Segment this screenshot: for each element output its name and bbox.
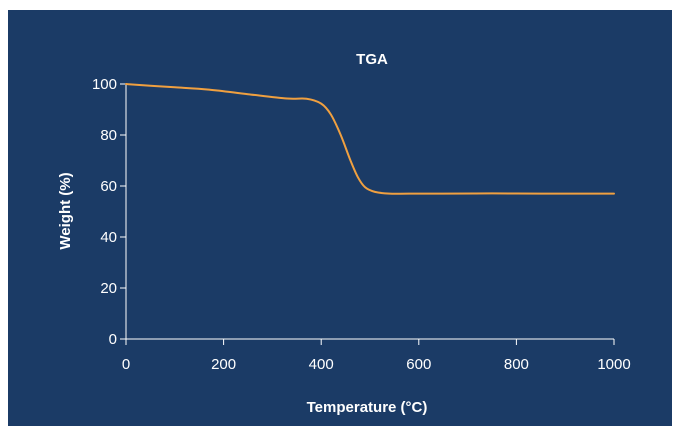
x-axis-ticks: 0 200 400 600 800 1000 <box>122 339 631 373</box>
y-tick-label: 0 <box>109 331 117 348</box>
y-axis-ticks: 0 20 40 60 80 100 <box>92 76 126 348</box>
y-axis-title: Weight (%) <box>57 172 74 249</box>
y-tick-label: 60 <box>100 178 117 195</box>
x-tick-label: 200 <box>211 356 236 373</box>
y-tick-label: 100 <box>92 76 117 93</box>
chart-title: TGA <box>356 51 388 68</box>
y-tick-label: 80 <box>100 127 117 144</box>
y-tick-label: 40 <box>100 229 117 246</box>
x-tick-label: 1000 <box>597 356 630 373</box>
weight-series-line <box>125 83 615 195</box>
x-tick-label: 0 <box>122 356 130 373</box>
x-tick-label: 400 <box>309 356 334 373</box>
x-tick-label: 800 <box>504 356 529 373</box>
x-tick-label: 600 <box>406 356 431 373</box>
x-axis-title: Temperature (°C) <box>307 399 428 416</box>
chart-panel <box>8 10 672 426</box>
y-tick-label: 20 <box>100 280 117 297</box>
